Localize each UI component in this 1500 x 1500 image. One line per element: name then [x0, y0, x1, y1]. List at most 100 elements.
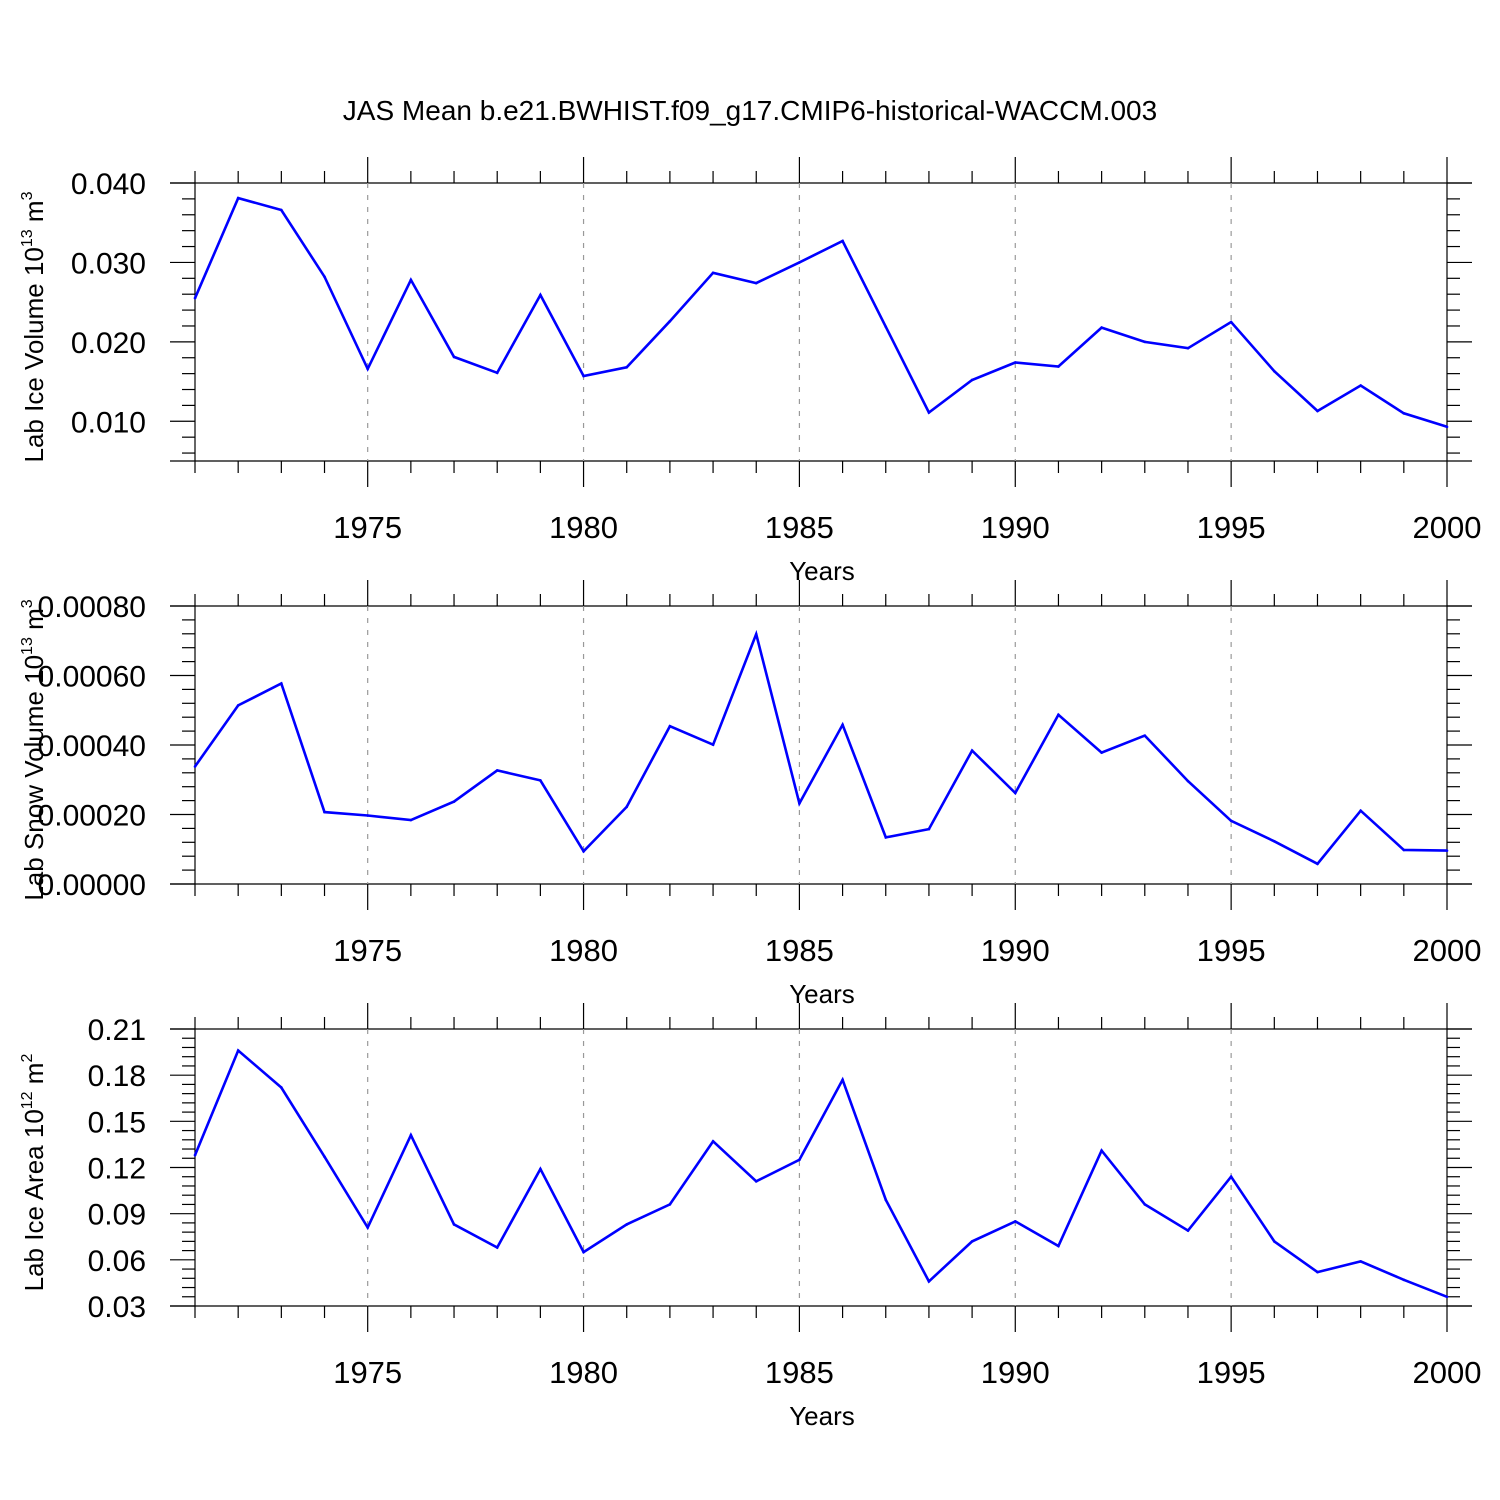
y-axis-label-unit: m	[19, 200, 49, 229]
panel-1: 0.010 0.020 0.030 0.040 1975 1980 1985 1990 1995…	[19, 157, 1481, 586]
y-axis-label-exponent: 13	[19, 637, 36, 655]
data-point	[539, 779, 542, 782]
data-point	[1143, 1203, 1147, 1206]
figure-title: JAS Mean b.e21.BWHIST.f09_g17.CMIP6-hist…	[343, 95, 1157, 126]
x-tick-label: 1980	[549, 1355, 618, 1390]
data-point	[1100, 1149, 1103, 1152]
x-axis-label: Years	[789, 556, 855, 586]
x-tick-label: 2000	[1413, 1355, 1482, 1390]
data-point	[1186, 346, 1190, 350]
data-point	[970, 378, 974, 382]
y-tick-label: 0.00060	[38, 661, 146, 694]
x-tick-label: 1990	[981, 933, 1050, 968]
x-axis-label: Years	[789, 1401, 855, 1431]
data-point	[1229, 1175, 1233, 1179]
data-point	[452, 1223, 456, 1226]
data-point	[927, 411, 931, 414]
y-tick-label: 0.15	[88, 1106, 146, 1139]
data-point	[452, 355, 456, 359]
x-tick-label: 1995	[1197, 510, 1266, 545]
data-point	[193, 1153, 197, 1157]
data-point	[366, 1226, 369, 1229]
data-point	[927, 827, 931, 831]
data-point	[366, 814, 369, 817]
data-point	[1316, 1270, 1319, 1274]
data-point	[366, 367, 369, 371]
data-point	[495, 371, 499, 375]
y-tick-label: 0.010	[71, 406, 146, 439]
data-point	[1445, 1295, 1449, 1299]
data-line	[193, 196, 1448, 429]
data-point	[409, 1133, 413, 1137]
data-point	[1316, 409, 1319, 413]
data-line	[193, 629, 1448, 866]
x-tick-label: 1995	[1197, 1355, 1266, 1390]
data-point	[711, 1140, 715, 1143]
data-point	[1402, 848, 1406, 852]
data-point	[193, 765, 197, 768]
y-tick-label: 0.00040	[38, 730, 146, 763]
data-point	[280, 682, 283, 685]
data-point	[452, 800, 456, 803]
y-axis-label-unit: m	[19, 1063, 49, 1092]
y-axis-label-unit-exponent: 3	[19, 599, 36, 608]
data-point	[1013, 1220, 1017, 1223]
data-point	[884, 1198, 888, 1202]
data-point	[539, 1167, 542, 1171]
y-axis-label-unit-exponent: 3	[19, 191, 36, 200]
data-point	[495, 769, 499, 772]
data-point	[582, 1250, 585, 1254]
data-point	[798, 261, 801, 264]
data-point	[236, 196, 240, 200]
data-point	[1273, 1240, 1276, 1243]
data-point	[1402, 412, 1406, 415]
data-point	[841, 723, 844, 727]
y-tick-label: 0.18	[88, 1060, 146, 1093]
x-tick-label: 1975	[333, 510, 402, 545]
x-tick-label: 2000	[1413, 933, 1482, 968]
y-axis-label-exponent: 13	[19, 229, 36, 247]
data-point	[323, 275, 326, 279]
x-tick-label: 1975	[333, 933, 402, 968]
y-axis-label: Lab Ice Volume 1013 m3	[19, 191, 49, 462]
x-tick-label: 1990	[981, 1355, 1050, 1390]
data-point	[927, 1280, 931, 1283]
data-point	[1057, 713, 1060, 717]
data-point	[1057, 365, 1060, 368]
data-point	[323, 810, 326, 814]
y-axis-label-unit-exponent: 2	[19, 1054, 36, 1063]
y-axis-label-text: Lab Ice Volume 10	[19, 247, 49, 462]
x-tick-label: 2000	[1413, 510, 1482, 545]
data-point	[970, 1240, 974, 1243]
data-point	[1186, 779, 1190, 783]
data-point	[970, 749, 974, 752]
x-tick-label: 1995	[1197, 933, 1266, 968]
data-point	[1273, 369, 1276, 373]
data-point	[409, 278, 413, 282]
data-point	[625, 1223, 629, 1226]
y-tick-label: 0.020	[71, 327, 146, 360]
panels: 0.010 0.020 0.030 0.040 1975 1980 1985 1990 1995…	[19, 157, 1481, 1431]
y-tick-label: 0.00000	[38, 869, 146, 902]
data-point	[668, 319, 672, 323]
y-axis-label-text: Lab Ice Area 10	[19, 1109, 49, 1291]
data-point	[884, 325, 888, 329]
data-point	[625, 365, 629, 369]
panel-3: 0.03 0.06 0.09 0.12 0.15 0.18 0.21 1975 1980 1985…	[19, 1003, 1481, 1431]
y-axis-label: Lab Ice Area 1012 m2	[19, 1054, 49, 1292]
data-point	[1143, 340, 1147, 344]
data-point	[668, 1203, 672, 1206]
data-point	[625, 805, 629, 809]
data-point	[193, 296, 197, 300]
x-tick-label: 1985	[765, 933, 834, 968]
data-point	[711, 271, 715, 275]
x-tick-label: 1980	[549, 510, 618, 545]
data-point	[236, 1049, 240, 1052]
data-point	[841, 1078, 844, 1082]
data-point	[1229, 320, 1233, 324]
data-point	[495, 1246, 499, 1249]
x-tick-label: 1990	[981, 510, 1050, 545]
data-point	[1100, 751, 1103, 754]
data-point	[582, 374, 585, 378]
